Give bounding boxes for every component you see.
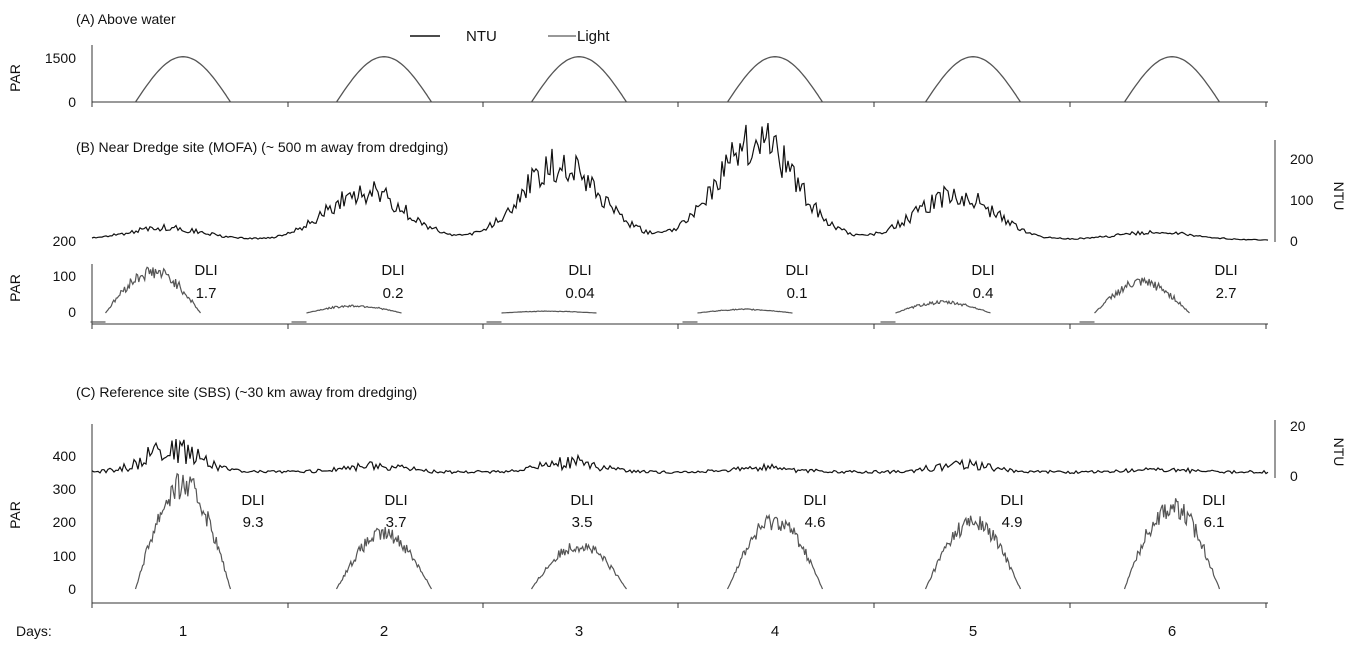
day-label-6: 6 xyxy=(1168,623,1176,640)
panel-c-dli-heading: DLI xyxy=(241,492,264,509)
day-label-4: 4 xyxy=(771,623,779,640)
panel-c-dli-value-day-5: 4.9 xyxy=(1002,514,1023,531)
panel-b-dli-heading: DLI xyxy=(785,262,808,279)
panel-b-light-day-6 xyxy=(1094,276,1190,314)
day-label-1: 1 xyxy=(179,623,187,640)
panel-b-par-tick-100: 100 xyxy=(53,268,77,284)
panel-c-par-tick-200: 200 xyxy=(53,514,77,530)
panel-a-light-day-4 xyxy=(726,56,824,103)
panel-c-dli-value-day-6: 6.1 xyxy=(1204,514,1225,531)
legend-ntu-label: NTU xyxy=(466,28,497,45)
panel-b-ntu-tick-200: 200 xyxy=(1290,151,1314,167)
panel-c-light-day-2 xyxy=(335,526,433,590)
panel-c-dli-heading: DLI xyxy=(803,492,826,509)
panel-b-light-day-2 xyxy=(306,304,402,314)
panel-b-light-day-1 xyxy=(105,266,201,314)
panel-c-dli-heading: DLI xyxy=(1000,492,1023,509)
panel-c-par-tick-300: 300 xyxy=(53,481,77,497)
panel-c-ntu-series xyxy=(91,439,1269,475)
panel-b-par-label: PAR xyxy=(7,274,23,302)
panel-c-ntu-label: NTU xyxy=(1331,438,1347,467)
panel-a-tick-0: 0 xyxy=(68,94,76,110)
panel-b-ntu-series xyxy=(91,123,1269,241)
panel-b-light-day-5 xyxy=(895,299,991,314)
panel-c-dli-heading: DLI xyxy=(384,492,407,509)
panel-c-par-tick-100: 100 xyxy=(53,548,77,564)
panel-b-dli-heading: DLI xyxy=(194,262,217,279)
panel-c-dli-value-day-4: 4.6 xyxy=(805,514,826,531)
panel-b-dli-heading: DLI xyxy=(381,262,404,279)
x-axis-prefix: Days: xyxy=(16,623,52,639)
panel-a-light-day-3 xyxy=(530,56,628,103)
panel-b-par-tick-200: 200 xyxy=(53,233,77,249)
panel-b-dli-value-day-2: 0.2 xyxy=(383,285,404,302)
panel-c-light-day-3 xyxy=(530,543,627,590)
panel-b-title: (B) Near Dredge site (MOFA) (~ 500 m awa… xyxy=(76,139,448,155)
panel-b-ntu-label: NTU xyxy=(1331,182,1347,211)
panel-a-title: (A) Above water xyxy=(76,11,176,27)
panel-c-dli-value-day-3: 3.5 xyxy=(572,514,593,531)
panel-c-dli-heading: DLI xyxy=(1202,492,1225,509)
panel-c-light-day-5 xyxy=(924,515,1022,590)
panel-c-par-tick-0: 0 xyxy=(68,581,76,597)
panel-c-dli-value-day-2: 3.7 xyxy=(386,514,407,531)
panel-b-dli-value-day-1: 1.7 xyxy=(196,285,217,302)
legend-light-label: Light xyxy=(577,28,610,45)
panel-c-par-tick-400: 400 xyxy=(53,448,77,464)
day-label-3: 3 xyxy=(575,623,583,640)
panel-b-dli-value-day-6: 2.7 xyxy=(1216,285,1237,302)
day-label-5: 5 xyxy=(969,623,977,640)
panel-c-light-day-6 xyxy=(1123,498,1221,590)
panel-c-title: (C) Reference site (SBS) (~30 km away fr… xyxy=(76,384,417,400)
panel-c-par-label: PAR xyxy=(7,501,23,529)
panel-b-ntu-tick-100: 100 xyxy=(1290,192,1314,208)
day-label-2: 2 xyxy=(380,623,388,640)
panel-b-dli-value-day-5: 0.4 xyxy=(973,285,994,302)
panel-b-dli-value-day-4: 0.1 xyxy=(787,285,808,302)
panel-b-light-day-4 xyxy=(697,308,793,314)
panel-a-tick-1500: 1500 xyxy=(45,50,76,66)
panel-a-light-day-2 xyxy=(335,56,433,103)
panel-c-dli-heading: DLI xyxy=(570,492,593,509)
panel-b-dli-heading: DLI xyxy=(971,262,994,279)
panel-a-light-day-1 xyxy=(134,56,232,103)
panel-a-light-day-5 xyxy=(924,56,1022,103)
panel-a-light-day-6 xyxy=(1123,56,1221,103)
panel-b-par-tick-0: 0 xyxy=(68,304,76,320)
panel-c-ntu-tick-20: 20 xyxy=(1290,418,1306,434)
panel-c-light-day-4 xyxy=(726,513,824,590)
panel-b-light-day-3 xyxy=(501,310,597,314)
panel-b-dli-value-day-3: 0.04 xyxy=(565,285,594,302)
panel-c-light-day-1 xyxy=(134,472,232,590)
panel-b-dli-heading: DLI xyxy=(568,262,591,279)
panel-b-dli-heading: DLI xyxy=(1214,262,1237,279)
panel-a-ylabel: PAR xyxy=(7,64,23,92)
panel-c-ntu-tick-0: 0 xyxy=(1290,468,1298,484)
panel-b-ntu-tick-0: 0 xyxy=(1290,233,1298,249)
panel-c-dli-value-day-1: 9.3 xyxy=(243,514,264,531)
